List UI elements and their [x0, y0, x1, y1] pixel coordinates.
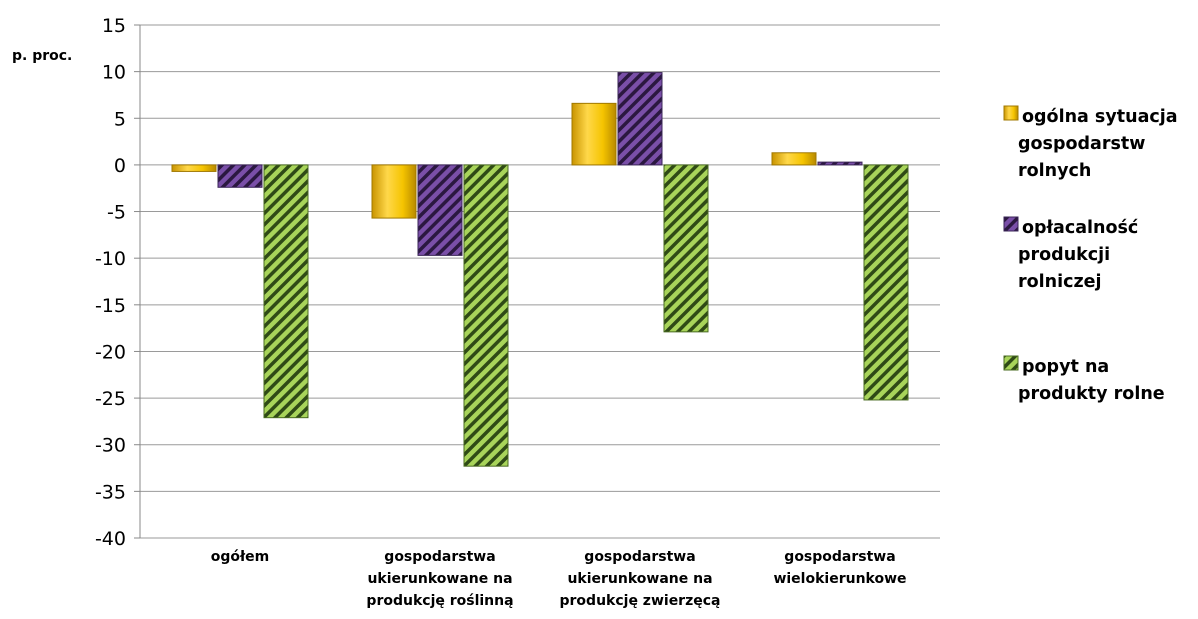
y-tick-label: -15 — [95, 295, 126, 317]
legend-label: popyt na — [1022, 357, 1109, 377]
bar-series-1-category-4 — [771, 152, 817, 166]
legend-swatch-2 — [1003, 216, 1019, 232]
legend-label: ogólna sytuacja — [1022, 107, 1178, 127]
bar-series-2-category-3 — [617, 72, 663, 166]
y-tick-label: -5 — [107, 202, 126, 224]
category-label: gospodarstwa — [784, 549, 895, 565]
category-label: wielokierunkowe — [773, 571, 906, 587]
legend-label: gospodarstw — [1018, 134, 1145, 154]
bar-series-2-category-2 — [417, 164, 463, 256]
legend-label: opłacalność — [1022, 218, 1138, 238]
bar-series-3-category-3 — [663, 164, 709, 333]
y-tick-label: -40 — [95, 528, 126, 550]
legend-label: rolnych — [1018, 161, 1091, 181]
bar-series-2-category-1 — [217, 164, 263, 188]
category-label: gospodarstwa — [584, 549, 695, 565]
y-tick-label: -20 — [95, 341, 126, 363]
category-label: produkcję zwierzęcą — [560, 593, 721, 609]
axes — [134, 24, 141, 539]
bar-series-1-category-2 — [371, 164, 417, 219]
category-label: gospodarstwa — [384, 549, 495, 565]
legend-swatch-3 — [1003, 355, 1019, 371]
bars — [171, 72, 909, 467]
y-tick-labels: 15 10 5 0 -5 -10 -15 -20 -25 -30 -35 -40 — [95, 15, 126, 550]
category-label: produkcję roślinną — [366, 593, 513, 609]
bar-series-2-category-4 — [817, 161, 863, 166]
category-labels: ogółem gospodarstwa ukierunkowane na produk… — [211, 549, 907, 609]
bar-series-3-category-2 — [463, 164, 509, 467]
legend: ogólna sytuacja gospodarstw rolnych opłacal… — [1003, 105, 1178, 404]
legend-label: rolniczej — [1018, 272, 1102, 292]
y-tick-label: 10 — [102, 62, 126, 84]
legend-label: produkty rolne — [1018, 384, 1165, 404]
legend-swatch-1 — [1003, 105, 1019, 121]
y-axis-label: p. proc. — [12, 48, 72, 64]
y-tick-label: -30 — [95, 435, 126, 457]
y-tick-label: 5 — [114, 108, 126, 130]
bar-series-3-category-1 — [263, 164, 309, 419]
bar-series-1-category-3 — [571, 102, 617, 166]
grid-lines — [140, 24, 940, 539]
bar-series-3-category-4 — [863, 164, 909, 401]
y-tick-label: -35 — [95, 481, 126, 503]
category-label: ukierunkowane na — [567, 571, 712, 587]
category-label: ukierunkowane na — [367, 571, 512, 587]
y-tick-label: -10 — [95, 248, 126, 270]
y-tick-label: 15 — [102, 15, 126, 37]
y-tick-label: 0 — [114, 155, 126, 177]
y-tick-label: -25 — [95, 388, 126, 410]
legend-label: produkcji — [1018, 245, 1110, 265]
category-label: ogółem — [211, 549, 270, 565]
bar-series-1-category-1 — [171, 164, 217, 172]
